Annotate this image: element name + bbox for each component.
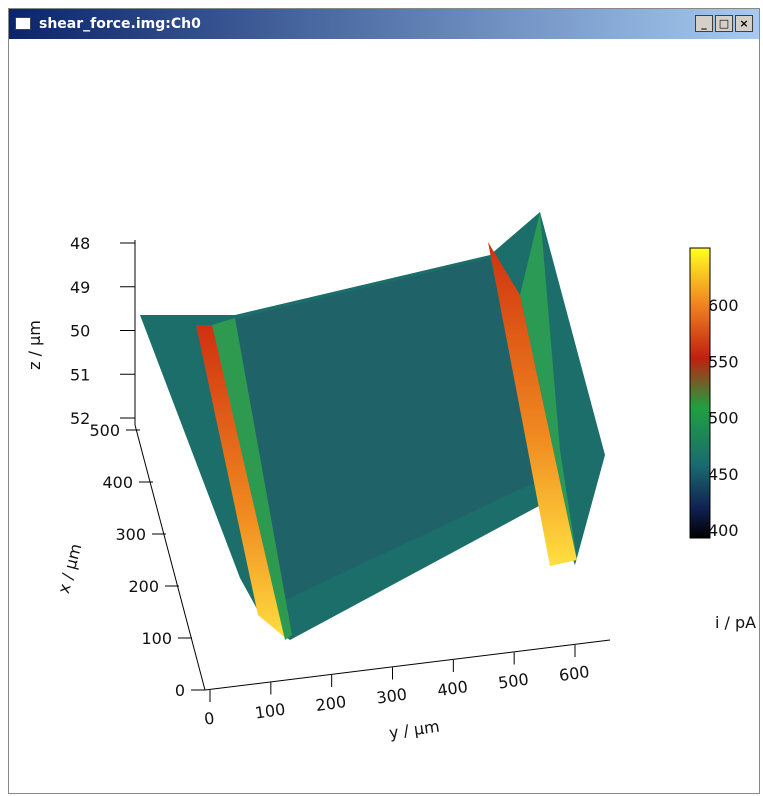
minimize-button[interactable]: _ [695, 15, 713, 32]
z-tick-label: 50 [70, 322, 90, 341]
maximize-button[interactable]: □ [715, 15, 733, 32]
colorbar-label: i / pA [715, 613, 756, 632]
y-axis [204, 639, 611, 691]
x-tick-label: 0 [175, 681, 185, 700]
y-tick-label: 400 [436, 677, 469, 700]
y-tick-label: 100 [254, 700, 287, 723]
y-tick-label: 200 [314, 692, 347, 715]
z-tick-label: 49 [70, 278, 90, 297]
y-tick-label: 600 [558, 662, 591, 685]
surface [140, 212, 605, 640]
colorbar-tick-label: 450 [708, 465, 739, 484]
z-tick-label: 52 [70, 409, 90, 428]
window: shear_force.img:Ch0 _ □ × [8, 8, 760, 794]
window-icon [15, 17, 31, 30]
x-tick-label: 200 [128, 577, 159, 596]
y-axis-label: y / µm [388, 717, 441, 743]
colorbar-tick-label: 400 [708, 521, 739, 540]
close-button[interactable]: × [735, 15, 753, 32]
x-axis-label: x / µm [54, 542, 85, 596]
title-bar: shear_force.img:Ch0 _ □ × [9, 9, 759, 39]
x-tick-label: 100 [141, 629, 172, 648]
z-tick-label: 51 [70, 365, 90, 384]
x-axis [134, 424, 206, 691]
y-tick-label: 500 [497, 670, 530, 693]
colorbar-tick-label: 600 [708, 296, 739, 315]
y-tick-label: 0 [203, 708, 216, 728]
y-tick-label: 300 [375, 685, 408, 708]
z-axis-label: z / µm [25, 320, 44, 370]
window-title: shear_force.img:Ch0 [39, 16, 201, 32]
z-tick-label: 48 [70, 234, 90, 253]
colorbar [689, 247, 711, 539]
x-tick-label: 300 [115, 525, 146, 544]
x-tick-label: 500 [89, 421, 120, 440]
colorbar-tick-label: 500 [708, 409, 739, 428]
colorbar-tick-label: 550 [708, 352, 739, 371]
x-tick-label: 400 [102, 473, 133, 492]
axes [134, 240, 611, 691]
